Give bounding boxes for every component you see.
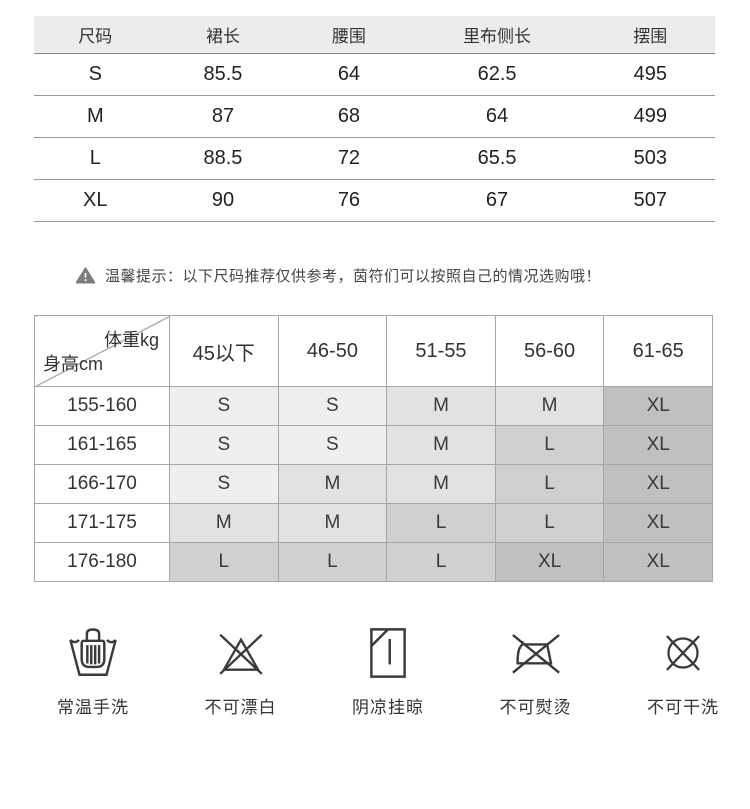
size-table-column-header: 里布侧长 <box>408 16 586 54</box>
recommended-size-cell: L <box>494 425 605 465</box>
measurement-cell: 64 <box>289 53 409 96</box>
drip-dry-shade-icon <box>365 621 411 685</box>
recommended-size-cell: M <box>169 503 279 543</box>
size-table-row: L 88.5 72 65.5 503 <box>34 137 715 180</box>
recommended-size-cell: L <box>494 503 605 543</box>
measurement-cell: 507 <box>585 179 715 222</box>
care-label: 常温手洗 <box>57 698 129 717</box>
size-table-header: 尺码 裙长 腰围 里布侧长 摆围 <box>34 16 715 54</box>
size-table-column-header: 裙长 <box>156 16 290 54</box>
no-dry-clean-icon <box>657 621 709 685</box>
measurement-cell: 495 <box>585 53 715 96</box>
size-recommendation-table: 体重kg 身高cm 45以下 46-50 51-55 56-60 61-65 155-1… <box>34 315 713 582</box>
size-table-row: XL 90 76 67 507 <box>34 179 715 222</box>
care-item-no-bleach: 不可漂白 <box>180 621 302 718</box>
weight-column-header: 56-60 <box>494 315 605 387</box>
recommendation-row: 155-160 S S M M XL <box>34 386 713 426</box>
no-iron-icon <box>508 621 564 685</box>
size-table-column-header: 尺码 <box>34 16 157 54</box>
size-measurements-table: 尺码 裙长 腰围 里布侧长 摆围 S 85.5 64 62.5 495 M 87 68 64 499 L 88… <box>34 16 715 222</box>
weight-column-header: 45以下 <box>169 315 279 387</box>
recommendation-header: 体重kg 身高cm 45以下 46-50 51-55 56-60 61-65 <box>34 315 713 387</box>
size-table-column-header: 腰围 <box>289 16 409 54</box>
care-item-drip-dry: 阴凉挂晾 <box>327 621 449 718</box>
height-row-header: 166-170 <box>34 464 170 504</box>
measurement-cell: 499 <box>585 95 715 138</box>
size-table-row: M 87 68 64 499 <box>34 95 715 138</box>
measurement-cell: 503 <box>585 137 715 180</box>
measurement-cell: 72 <box>289 137 409 180</box>
size-tip: 温馨提示：以下尺码推荐仅供参考，茵符们可以按照自己的情况选购哦！ <box>76 265 601 286</box>
height-row-header: 171-175 <box>34 503 170 543</box>
care-item-hand-wash: 常温手洗 <box>32 621 154 718</box>
recommended-size-cell: L <box>494 464 605 504</box>
measurement-cell: 90 <box>156 179 290 222</box>
size-table-column-header: 摆围 <box>585 16 715 54</box>
recommended-size-cell: XL <box>494 542 605 582</box>
measurement-cell: 68 <box>289 95 409 138</box>
measurement-cell: 87 <box>156 95 290 138</box>
size-label-cell: L <box>34 137 157 180</box>
height-row-header: 176-180 <box>34 542 170 582</box>
recommended-size-cell: L <box>169 542 279 582</box>
height-row-header: 161-165 <box>34 425 170 465</box>
corner-weight-label: 体重kg <box>103 330 159 350</box>
care-label: 不可干洗 <box>647 698 719 717</box>
recommended-size-cell: XL <box>603 464 713 504</box>
recommended-size-cell: L <box>386 542 496 582</box>
recommendation-row: 166-170 S M M L XL <box>34 464 713 504</box>
measurement-cell: 85.5 <box>156 53 290 96</box>
no-bleach-icon <box>214 621 268 685</box>
recommendation-body: 155-160 S S M M XL 161-165 S S M L XL 166-170 S M M L XL 1… <box>34 386 713 582</box>
recommended-size-cell: M <box>386 386 496 426</box>
size-label-cell: S <box>34 53 157 96</box>
tip-text: 温馨提示：以下尺码推荐仅供参考，茵符们可以按照自己的情况选购哦！ <box>105 268 602 285</box>
recommendation-row: 161-165 S S M L XL <box>34 425 713 465</box>
size-table-row: S 85.5 64 62.5 495 <box>34 53 715 96</box>
height-row-header: 155-160 <box>34 386 170 426</box>
hand-wash-icon <box>65 621 121 685</box>
care-label: 不可熨烫 <box>499 698 572 717</box>
recommended-size-cell: M <box>277 464 388 504</box>
care-instructions: 常温手洗 不可漂白 阴凉挂晾 不可熨烫 <box>32 621 744 718</box>
measurement-cell: 64 <box>408 95 586 138</box>
recommendation-header-row: 体重kg 身高cm 45以下 46-50 51-55 56-60 61-65 <box>34 315 713 387</box>
recommended-size-cell: M <box>494 386 605 426</box>
recommendation-row: 176-180 L L L XL XL <box>34 542 713 582</box>
size-label-cell: XL <box>34 179 157 222</box>
recommended-size-cell: M <box>386 464 496 504</box>
recommended-size-cell: L <box>277 542 388 582</box>
recommended-size-cell: S <box>169 386 279 426</box>
care-label: 不可漂白 <box>204 698 277 717</box>
care-item-no-dry-clean: 不可干洗 <box>622 621 744 718</box>
size-table-header-row: 尺码 裙长 腰围 里布侧长 摆围 <box>34 16 715 54</box>
measurement-cell: 76 <box>289 179 409 222</box>
recommended-size-cell: S <box>169 464 279 504</box>
recommended-size-cell: XL <box>603 503 713 543</box>
corner-diagonal-cell: 体重kg 身高cm <box>34 315 170 387</box>
weight-column-header: 61-65 <box>603 315 713 387</box>
recommended-size-cell: XL <box>603 386 713 426</box>
recommended-size-cell: S <box>277 386 388 426</box>
recommended-size-cell: XL <box>603 542 713 582</box>
size-table-body: S 85.5 64 62.5 495 M 87 68 64 499 L 88.5 72 65.5 503 XL… <box>34 53 715 222</box>
measurement-cell: 65.5 <box>408 137 586 180</box>
recommended-size-cell: M <box>386 425 496 465</box>
recommended-size-cell: XL <box>603 425 713 465</box>
measurement-cell: 88.5 <box>156 137 290 180</box>
recommended-size-cell: L <box>386 503 496 543</box>
size-label-cell: M <box>34 95 157 138</box>
recommended-size-cell: S <box>277 425 388 465</box>
weight-column-header: 46-50 <box>277 315 388 387</box>
care-item-no-iron: 不可熨烫 <box>475 621 597 718</box>
weight-column-header: 51-55 <box>386 315 496 387</box>
corner-height-label: 身高cm <box>43 354 103 374</box>
measurement-cell: 67 <box>408 179 586 222</box>
recommended-size-cell: S <box>169 425 279 465</box>
recommended-size-cell: M <box>277 503 388 543</box>
measurement-cell: 62.5 <box>408 53 586 96</box>
recommendation-row: 171-175 M M L L XL <box>34 503 713 543</box>
care-label: 阴凉挂晾 <box>352 698 424 717</box>
warning-triangle-icon <box>76 267 95 284</box>
